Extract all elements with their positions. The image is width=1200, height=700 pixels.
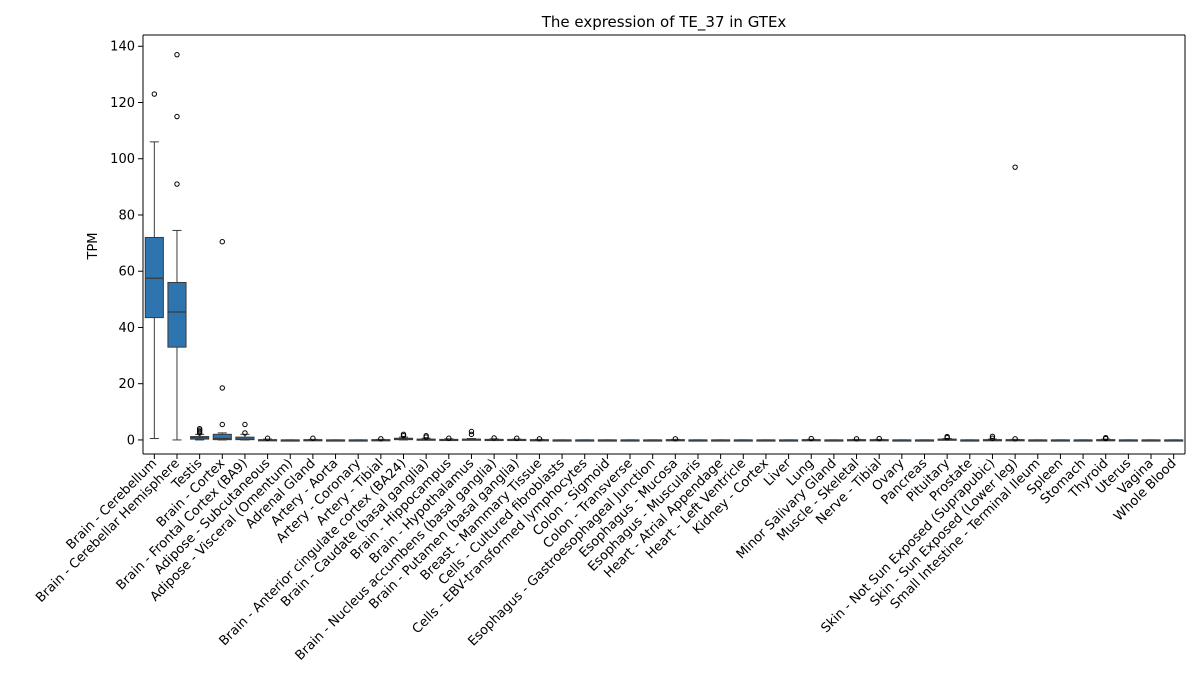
outlier-point	[242, 421, 248, 428]
outlier-point	[1103, 434, 1109, 441]
outlier-point	[1012, 436, 1018, 442]
y-tick-label: 120	[110, 96, 135, 111]
outlier-point	[242, 430, 248, 436]
outlier-point	[174, 51, 180, 58]
outlier-point	[310, 435, 316, 441]
outlier-point	[468, 428, 475, 435]
outlier-point	[989, 433, 996, 439]
outlier-point	[944, 433, 950, 440]
y-tick-label: 60	[118, 265, 135, 280]
outlier-point	[423, 433, 429, 439]
outlier-point	[219, 421, 225, 428]
box-body	[212, 433, 232, 441]
outlier-point	[536, 436, 543, 442]
outlier-point	[446, 435, 452, 441]
y-tick-label: 40	[118, 321, 135, 336]
y-tick-label: 20	[118, 377, 135, 392]
outlier-point	[672, 436, 679, 442]
outlier-point	[174, 113, 180, 120]
outlier-point	[876, 435, 882, 442]
outlier-point	[151, 91, 158, 97]
y-tick-label: 140	[110, 40, 135, 55]
outlier-point	[400, 431, 407, 438]
outlier-point	[219, 385, 225, 391]
outlier-point	[174, 181, 180, 187]
outlier-point	[219, 238, 225, 245]
y-tick-label: 0	[127, 433, 135, 448]
outlier-point	[196, 425, 203, 432]
y-axis-label: TPM	[86, 233, 101, 261]
outlier-point	[378, 436, 384, 442]
outlier-point	[264, 435, 271, 441]
box-body	[167, 281, 187, 348]
x-tick-label: Brain - Cerebellum	[64, 456, 161, 553]
outlier-point	[853, 436, 860, 442]
y-tick-label: 100	[110, 152, 135, 167]
outlier-point	[1012, 164, 1018, 170]
chart-title: The expression of TE_37 in GTEx	[541, 13, 787, 32]
outlier-point	[491, 435, 497, 441]
box-body	[144, 236, 164, 319]
y-tick-label: 80	[118, 208, 135, 223]
outlier-point	[808, 435, 814, 442]
outlier-point	[989, 435, 996, 441]
outlier-point	[514, 435, 520, 441]
outlier-point	[468, 431, 475, 438]
